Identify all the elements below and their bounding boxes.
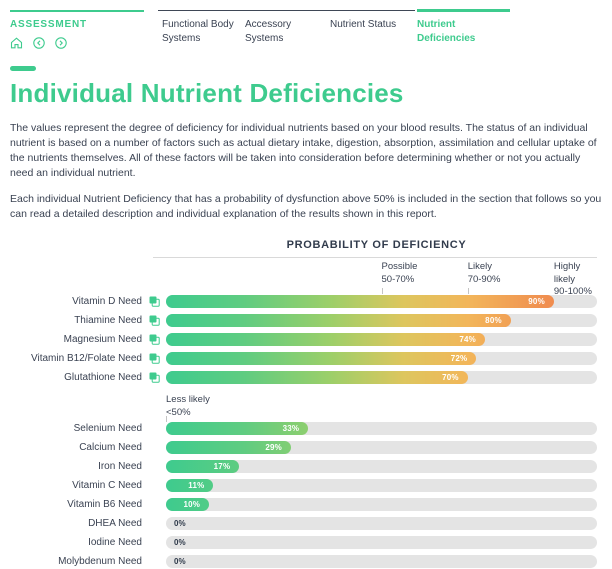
bar-fill: 33% xyxy=(166,422,309,436)
nutrient-label: Glutathione Need xyxy=(64,372,142,384)
bar-value-label: 33% xyxy=(282,424,300,434)
tab-functional-body-systems[interactable]: Functional Body Systems xyxy=(162,19,234,45)
tab-nutrient-deficiencies[interactable]: Nutrient Deficiencies xyxy=(417,19,476,45)
report-pages-icon[interactable] xyxy=(142,296,166,308)
bar-fill: 11% xyxy=(166,479,214,493)
bar-track: 80% 80% xyxy=(166,314,597,328)
bar-fill: 74% xyxy=(166,333,485,347)
bar-value-label: 29% xyxy=(265,443,282,453)
bar-track: 11% 11% xyxy=(166,479,597,493)
chevron-left-circle-icon[interactable] xyxy=(33,37,45,49)
bar-fill: 10% xyxy=(166,498,210,512)
tab-accessory-systems[interactable]: Accessory Systems xyxy=(245,19,292,45)
assessment-block: ASSESSMENT xyxy=(10,10,144,49)
nutrient-label: Molybdenum Need xyxy=(58,556,142,568)
top-header: ASSESSMENT xyxy=(10,9,597,50)
chevron-right-circle-icon[interactable] xyxy=(55,37,67,49)
intro-paragraph-1: The values represent the degree of defic… xyxy=(10,122,597,179)
intro-paragraph-2: Each individual Nutrient Deficiency that… xyxy=(10,192,602,220)
tabs-active-topline xyxy=(417,9,510,12)
report-pages-icon[interactable] xyxy=(142,353,166,365)
chart-row-vitamin-b6: Vitamin B6 Need 10% 10% xyxy=(10,498,597,512)
less-likely-divider: Less likely <50% xyxy=(166,390,597,423)
bar-track: 72% 72% xyxy=(166,352,597,366)
bar-value-label: 17% xyxy=(213,462,231,472)
chart-rows: Vitamin D Need 90% 90% Thiamine Need 80%… xyxy=(10,295,597,569)
bar-track: 0% 0% xyxy=(166,536,597,550)
nutrient-label: Vitamin D Need xyxy=(72,296,142,308)
tab-nutrient-status[interactable]: Nutrient Status xyxy=(330,19,397,30)
assessment-nav-icons xyxy=(10,37,144,49)
report-pages-icon[interactable] xyxy=(142,372,166,384)
axis-tick-50 xyxy=(381,288,383,295)
nutrient-label: Vitamin B6 Need xyxy=(67,499,142,511)
bar-value-label: 74% xyxy=(459,335,476,345)
chart-row-dhea: DHEA Need 0% 0% xyxy=(10,517,597,531)
nutrient-label: Iron Need xyxy=(98,461,142,473)
marker-highly-likely: Highly likely 90-100% xyxy=(553,261,592,298)
chart-row-molybdenum: Molybdenum Need 0% 0% xyxy=(10,555,597,569)
page-title: Individual Nutrient Deficiencies xyxy=(10,78,404,108)
bar-fill: 80% xyxy=(166,314,511,328)
bar-track: 0% 0% xyxy=(166,517,597,531)
bar-track: 33% 33% xyxy=(166,422,597,436)
nutrient-label: DHEA Need xyxy=(88,518,142,530)
bar-fill: 72% xyxy=(166,352,477,366)
chart-row-vitamin-d: Vitamin D Need 90% 90% xyxy=(10,295,597,309)
nutrient-label: Thiamine Need xyxy=(74,315,142,327)
bar-track: 10% 10% xyxy=(166,498,597,512)
bar-track: 70% 70% xyxy=(166,371,597,385)
bar-track: 90% 90% xyxy=(166,295,597,309)
nutrient-label: Calcium Need xyxy=(79,442,142,454)
chart-row-iodine: Iodine Need 0% 0% xyxy=(10,536,597,550)
chart-row-glutathione: Glutathione Need 70% 70% xyxy=(10,371,597,385)
nutrient-label: Selenium Need xyxy=(73,423,142,435)
nutrient-label: Vitamin C Need xyxy=(72,480,142,492)
bar-track: 29% 29% xyxy=(166,441,597,455)
probability-axis-markers: Possible 50-70% Likely 70-90% Highly lik… xyxy=(166,258,597,298)
bar-track: 17% 17% xyxy=(166,460,597,474)
bar-value-label: 90% xyxy=(528,297,545,307)
chart-divider-line xyxy=(153,257,597,259)
bar-value-label: 80% xyxy=(485,316,502,326)
chart-row-iron: Iron Need 17% 17% xyxy=(10,460,597,474)
heading-accent-bar xyxy=(10,66,36,71)
chart-row-vitamin-c: Vitamin C Need 11% 11% xyxy=(10,479,597,493)
less-likely-label: Less likely <50% xyxy=(166,394,210,418)
marker-likely: Likely 70-90% xyxy=(467,261,501,285)
bar-track: 0% 0% xyxy=(166,555,597,569)
chart-row-magnesium: Magnesium Need 74% 74% xyxy=(10,333,597,347)
chart-row-selenium: Selenium Need 33% 33% xyxy=(10,422,597,436)
bar-fill: 17% xyxy=(166,460,240,474)
bar-track: 74% 74% xyxy=(166,333,597,347)
bar-fill: 90% xyxy=(166,295,554,309)
bar-value-label: 70% xyxy=(442,373,459,383)
chart-row-vitamin-b12-folate: Vitamin B12/Folate Need 72% 72% xyxy=(10,352,597,366)
chart-title: PROBABILITY OF DEFICIENCY xyxy=(286,239,467,252)
bar-value-label: 72% xyxy=(450,354,468,364)
chart-row-calcium: Calcium Need 29% 29% xyxy=(10,441,597,455)
assessment-label: ASSESSMENT xyxy=(10,19,87,30)
nutrient-label: Vitamin B12/Folate Need xyxy=(31,353,142,365)
bar-fill: 70% xyxy=(166,371,468,385)
report-pages-icon[interactable] xyxy=(142,315,166,327)
marker-possible: Possible 50-70% xyxy=(381,261,418,285)
bar-value-label: 10% xyxy=(183,500,201,510)
report-pages-icon[interactable] xyxy=(142,334,166,346)
deficiency-chart: PROBABILITY OF DEFICIENCY Possible 50-70… xyxy=(10,239,597,569)
axis-tick-70 xyxy=(467,288,469,295)
bar-value-label: 11% xyxy=(188,481,205,491)
home-icon[interactable] xyxy=(10,37,23,49)
chart-row-thiamine: Thiamine Need 80% 80% xyxy=(10,314,597,328)
nutrient-label: Iodine Need xyxy=(88,537,142,549)
nutrient-label: Magnesium Need xyxy=(63,334,142,346)
section-tabs: Functional Body Systems Accessory System… xyxy=(158,9,510,50)
axis-tick-0 xyxy=(166,416,167,423)
tabs-inactive-topline xyxy=(158,10,415,11)
bar-fill: 29% xyxy=(166,441,291,455)
